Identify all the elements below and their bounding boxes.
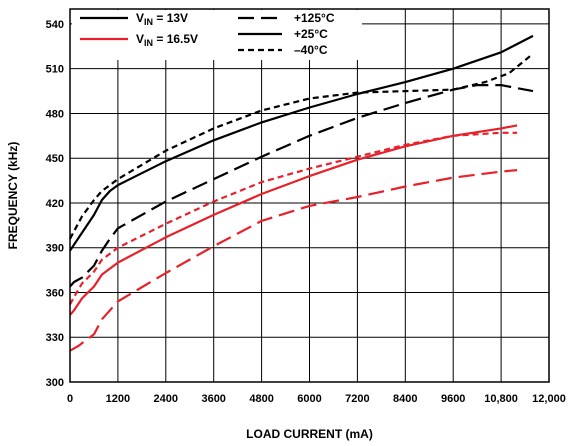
y-tick-label: 360 [46, 287, 64, 299]
y-tick-labels: 300 330 360 390 420 450 480 510 540 [46, 19, 64, 389]
series-line-vin13-solid [69, 34, 534, 252]
plot-frame [69, 8, 550, 383]
y-tick-label: 390 [46, 243, 64, 255]
y-tick-label: 420 [46, 198, 64, 210]
x-tick-label: 7200 [345, 393, 369, 405]
y-tick-label: 510 [46, 64, 64, 76]
legend-label-temp: +25°C [294, 27, 328, 41]
series-line-vin16-5-solid [69, 124, 518, 316]
x-tick-label: 4800 [249, 393, 273, 405]
y-tick-label: 480 [46, 108, 64, 120]
y-tick-label: 330 [46, 332, 64, 344]
legend: VIN = 13V VIN = 16.5V +125°C +25°C –40°C [72, 10, 362, 60]
x-tick-label: 3600 [201, 393, 225, 405]
y-tick-label: 540 [46, 19, 64, 31]
series-line-vin16-5-short-dash [69, 131, 518, 305]
x-tick-label: 9600 [441, 393, 465, 405]
y-tick-label: 300 [46, 377, 64, 389]
series-line-vin13-short-dash [69, 52, 534, 240]
legend-label-vin: VIN = 13V [136, 11, 188, 27]
y-tick-label: 450 [46, 153, 64, 165]
x-tick-labels: 0 1200 2400 3600 4800 6000 7200 8400 9600 10,800 1… [67, 393, 566, 405]
legend-label-temp: +125°C [294, 11, 335, 25]
x-tick-label: 1200 [106, 393, 130, 405]
legend-label-vin: VIN = 16.5V [136, 32, 198, 48]
x-axis-title: LOAD CURRENT (mA) [246, 427, 373, 441]
x-tick-label: 12,000 [532, 393, 566, 405]
y-axis-title: FREQUENCY (kHz) [6, 142, 20, 250]
x-tick-label: 2400 [154, 393, 178, 405]
series-line-vin13-long-dash [69, 83, 534, 288]
x-tick-label: 0 [67, 393, 73, 405]
x-tick-label: 8400 [393, 393, 417, 405]
grid [69, 9, 550, 383]
series-line-vin16-5-long-dash [69, 169, 518, 352]
series-layer [69, 34, 534, 352]
x-tick-label: 10,800 [484, 393, 518, 405]
legend-label-temp: –40°C [294, 43, 328, 57]
x-tick-label: 6000 [297, 393, 321, 405]
